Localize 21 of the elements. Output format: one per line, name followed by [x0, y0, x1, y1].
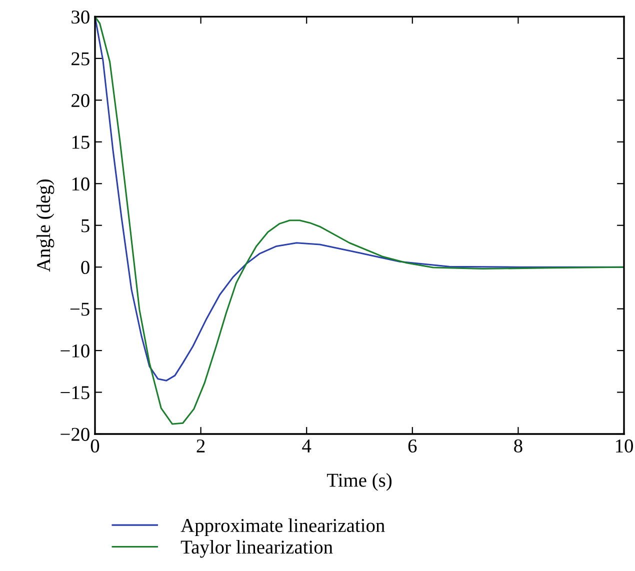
- x-axis-title: Time (s): [326, 473, 392, 491]
- x-tick-label: 2: [196, 439, 205, 452]
- y-tick-label: −15: [60, 386, 90, 400]
- x-tick-label: 0: [90, 439, 100, 453]
- y-tick-label: 10: [72, 177, 90, 191]
- legend-label: Taylor linearization: [180, 540, 333, 558]
- y-axis-title: Angle (deg): [36, 180, 54, 272]
- x-tick-label: 8: [514, 439, 522, 453]
- y-tick-label: 0: [81, 260, 90, 274]
- legend-label: Approximate linearization: [180, 518, 385, 536]
- x-tick-label: 10: [616, 439, 633, 453]
- x-tick-label: 6: [408, 439, 417, 453]
- x-tick-label: 4: [302, 440, 312, 452]
- y-tick-label: −5: [70, 302, 90, 316]
- y-tick-label: 25: [72, 52, 90, 66]
- y-tick-label: 15: [72, 136, 90, 149]
- y-tick-label: −10: [60, 344, 90, 358]
- y-tick-label: 30: [72, 10, 90, 24]
- y-tick-label: −20: [60, 428, 90, 441]
- y-tick-label: 5: [82, 219, 90, 232]
- y-tick-label: 20: [72, 94, 90, 108]
